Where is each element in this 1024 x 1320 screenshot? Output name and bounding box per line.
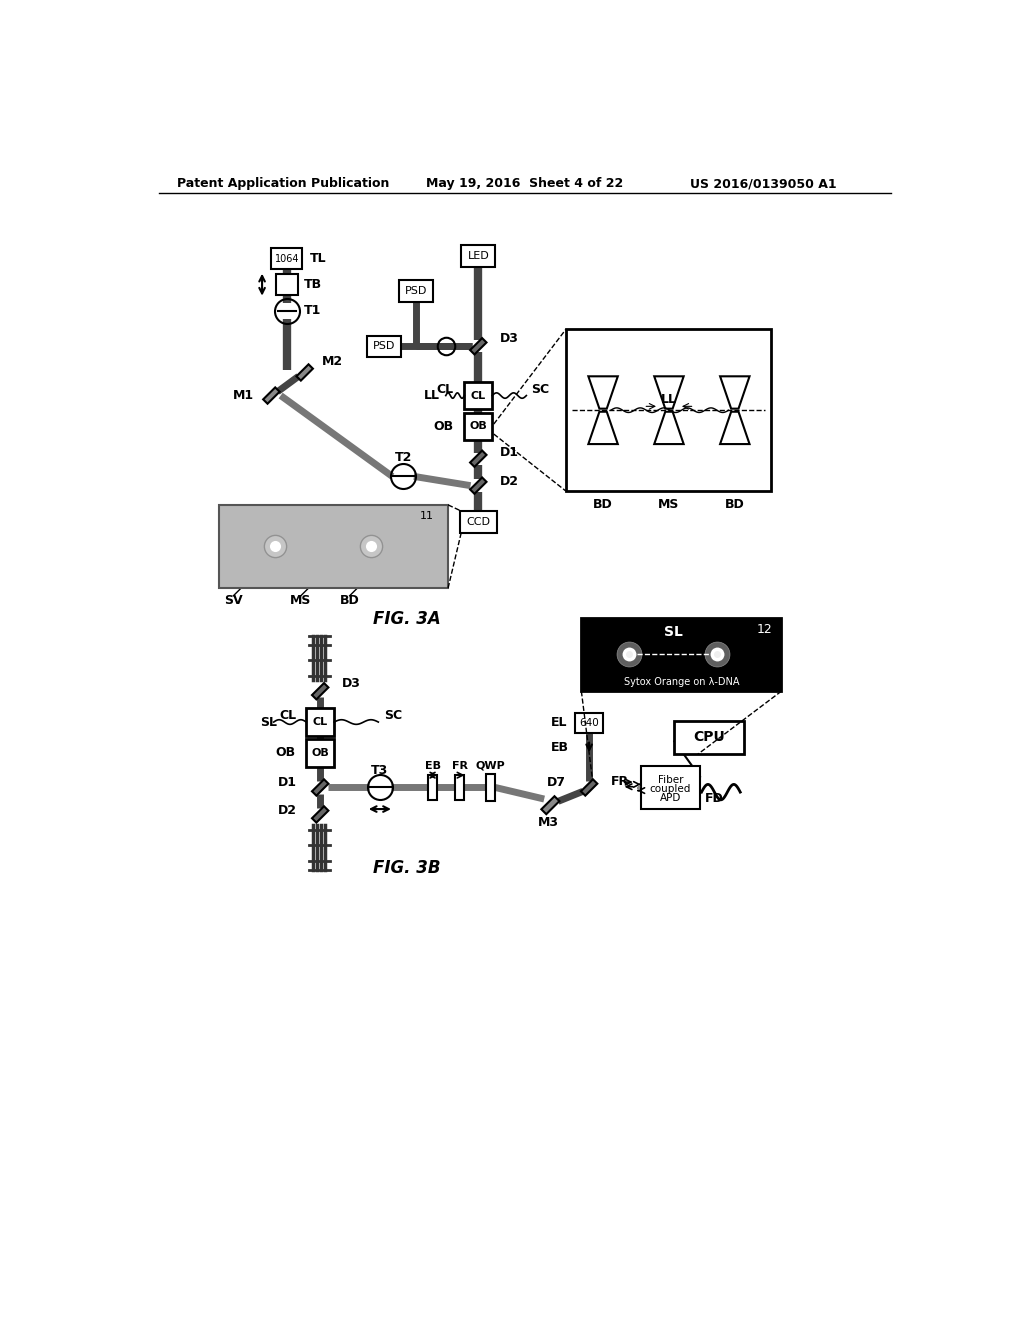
Text: EB: EB: [551, 741, 569, 754]
Polygon shape: [470, 478, 486, 494]
Text: LL: LL: [424, 389, 439, 403]
Bar: [464, 412, 493, 441]
Polygon shape: [312, 682, 329, 700]
Text: SL: SL: [665, 624, 683, 639]
Text: D3: D3: [500, 333, 519, 345]
Text: D1: D1: [278, 776, 297, 789]
Text: PSD: PSD: [406, 286, 427, 296]
Text: Sytox Orange on λ-DNA: Sytox Orange on λ-DNA: [624, 677, 739, 686]
Text: TL: TL: [310, 252, 327, 265]
Text: LL: LL: [660, 393, 677, 407]
Polygon shape: [470, 338, 486, 355]
Polygon shape: [720, 412, 750, 444]
Text: OB: OB: [311, 748, 329, 758]
Polygon shape: [720, 376, 750, 409]
Text: CL: CL: [436, 383, 454, 396]
Text: EL: EL: [551, 717, 567, 730]
Bar: [675, 721, 744, 755]
Text: CCD: CCD: [466, 517, 490, 527]
Text: M3: M3: [539, 816, 559, 829]
Text: 12: 12: [757, 623, 772, 636]
Text: CL: CL: [471, 391, 485, 400]
Bar: [276, 275, 298, 296]
Text: APD: APD: [659, 793, 681, 804]
Text: SC: SC: [531, 383, 549, 396]
Text: BD: BD: [340, 594, 359, 607]
Text: M2: M2: [322, 355, 343, 368]
Bar: [464, 381, 493, 409]
Text: FR: FR: [611, 775, 629, 788]
Text: 11: 11: [420, 511, 434, 520]
Polygon shape: [654, 376, 684, 409]
Bar: [428, 775, 437, 800]
Polygon shape: [312, 779, 329, 796]
Polygon shape: [654, 412, 684, 444]
Text: OB: OB: [275, 746, 295, 759]
Text: MS: MS: [290, 594, 311, 607]
Text: BD: BD: [593, 499, 613, 511]
Polygon shape: [581, 779, 597, 796]
Bar: [641, 766, 700, 809]
Text: SC: SC: [384, 709, 401, 722]
Polygon shape: [542, 796, 559, 814]
Polygon shape: [589, 376, 617, 409]
Text: M1: M1: [233, 389, 254, 403]
Text: Fiber: Fiber: [657, 775, 683, 785]
Text: TB: TB: [304, 279, 323, 292]
Polygon shape: [297, 364, 313, 380]
Text: D1: D1: [500, 446, 519, 459]
Text: CPU: CPU: [693, 730, 725, 744]
Text: D7: D7: [547, 776, 566, 789]
Text: BD: BD: [725, 499, 744, 511]
Text: US 2016/0139050 A1: US 2016/0139050 A1: [690, 177, 837, 190]
Text: coupled: coupled: [650, 784, 691, 795]
Polygon shape: [470, 450, 486, 467]
Text: QWP: QWP: [476, 760, 506, 771]
Text: 1064: 1064: [274, 253, 299, 264]
Text: FD: FD: [705, 792, 723, 805]
Polygon shape: [589, 412, 617, 444]
Text: EB: EB: [425, 760, 440, 771]
Text: T3: T3: [372, 764, 388, 777]
Text: OB: OB: [433, 420, 454, 433]
Text: D3: D3: [342, 677, 360, 690]
Bar: [271, 248, 302, 269]
Bar: [399, 280, 433, 302]
Text: PSD: PSD: [373, 342, 395, 351]
Text: OB: OB: [469, 421, 487, 432]
Text: CL: CL: [280, 709, 297, 722]
Polygon shape: [263, 387, 280, 404]
Bar: [566, 330, 771, 491]
Bar: [460, 511, 497, 533]
Text: MS: MS: [658, 499, 680, 511]
Bar: [219, 506, 449, 589]
Bar: [575, 713, 603, 733]
Bar: [306, 739, 334, 767]
Text: FIG. 3B: FIG. 3B: [374, 859, 440, 878]
Text: FR: FR: [452, 760, 468, 771]
Text: D2: D2: [278, 804, 297, 817]
Text: LED: LED: [467, 251, 489, 261]
Bar: [367, 335, 400, 358]
Text: 640: 640: [580, 718, 599, 727]
Text: CL: CL: [312, 717, 328, 727]
Text: SL: SL: [260, 715, 276, 729]
Text: May 19, 2016  Sheet 4 of 22: May 19, 2016 Sheet 4 of 22: [426, 177, 624, 190]
Polygon shape: [312, 807, 329, 822]
Text: D2: D2: [500, 475, 519, 488]
Text: T1: T1: [304, 305, 322, 317]
Bar: [486, 774, 496, 801]
Bar: [306, 708, 334, 737]
Bar: [582, 618, 781, 692]
Text: FIG. 3A: FIG. 3A: [373, 610, 441, 628]
Text: SV: SV: [224, 594, 243, 607]
Text: Patent Application Publication: Patent Application Publication: [177, 177, 389, 190]
Bar: [455, 775, 464, 800]
Bar: [461, 246, 496, 267]
Text: T2: T2: [394, 451, 412, 465]
